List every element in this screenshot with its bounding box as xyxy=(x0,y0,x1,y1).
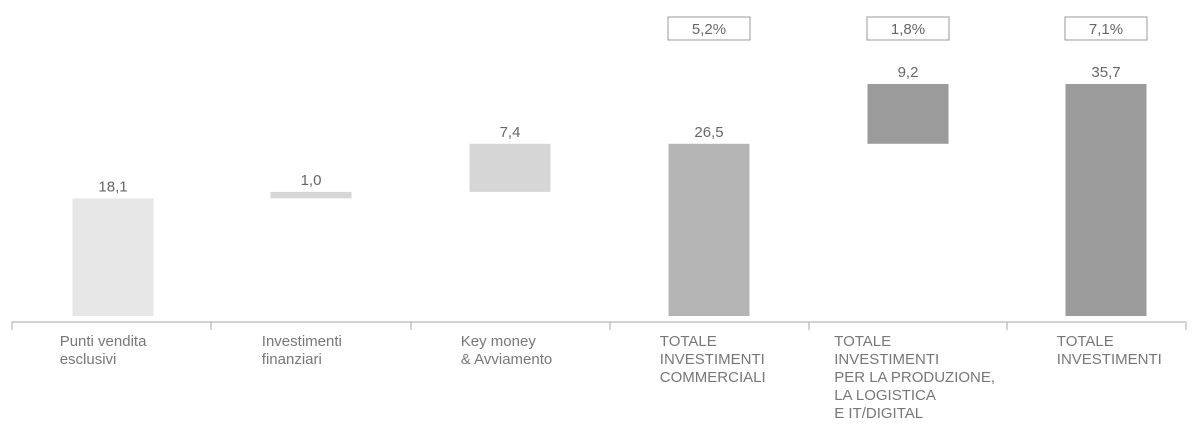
category-label: Key money & Avviamento xyxy=(461,333,552,368)
data-label: 26,5 xyxy=(694,124,723,141)
category-label-line: finanziari xyxy=(262,351,322,368)
category-label-line: LA LOGISTICA xyxy=(834,387,936,404)
bar xyxy=(1065,84,1147,316)
category-label-line: Punti vendita xyxy=(60,333,147,350)
category-label-line: TOTALE xyxy=(660,333,717,350)
category-label-line: INVESTIMENTI xyxy=(660,351,765,368)
category-label-line: COMMERCIALI xyxy=(660,369,766,386)
bar xyxy=(867,84,949,144)
category-label-line: PER LA PRODUZIONE, xyxy=(834,369,995,386)
bar xyxy=(270,191,352,199)
category-label: TOTALE INVESTIMENTI xyxy=(1057,333,1162,368)
data-label: 18,1 xyxy=(98,178,127,195)
category-label-line: & Avviamento xyxy=(461,351,552,368)
data-label: 1,0 xyxy=(301,172,322,189)
percent-label: 7,1% xyxy=(1089,21,1123,38)
percent-badge-box xyxy=(1064,16,1148,41)
category-label-line: INVESTIMENTI xyxy=(834,351,939,368)
percent-badge: 5,2% xyxy=(667,16,751,41)
category-label-line: Investimenti xyxy=(262,333,342,350)
percent-badge-box xyxy=(667,16,751,41)
category-label: Punti vendita esclusivi xyxy=(60,333,147,368)
percent-label: 1,8% xyxy=(891,21,925,38)
bar xyxy=(469,143,551,192)
data-label: 35,7 xyxy=(1091,64,1120,81)
category-label-line: esclusivi xyxy=(60,351,117,368)
category-label: TOTALE INVESTIMENTI COMMERCIALI xyxy=(660,333,766,386)
category-label: Investimenti finanziari xyxy=(262,333,342,368)
percent-badge: 1,8% xyxy=(866,16,950,41)
category-label-line: E IT/DIGITAL xyxy=(834,405,923,422)
bar xyxy=(72,198,154,316)
category-label-line: TOTALE xyxy=(834,333,891,350)
data-label: 7,4 xyxy=(500,124,521,141)
percent-badge: 7,1% xyxy=(1064,16,1148,41)
data-label: 9,2 xyxy=(898,64,919,81)
category-label-line: INVESTIMENTI xyxy=(1057,351,1162,368)
category-label-line: Key money xyxy=(461,333,537,350)
bar xyxy=(668,143,750,316)
category-label: TOTALE INVESTIMENTI PER LA PRODUZIONE, LA L… xyxy=(834,333,995,422)
category-label-line: TOTALE xyxy=(1057,333,1114,350)
percent-badge-box xyxy=(866,16,950,41)
percent-label: 5,2% xyxy=(692,21,726,38)
